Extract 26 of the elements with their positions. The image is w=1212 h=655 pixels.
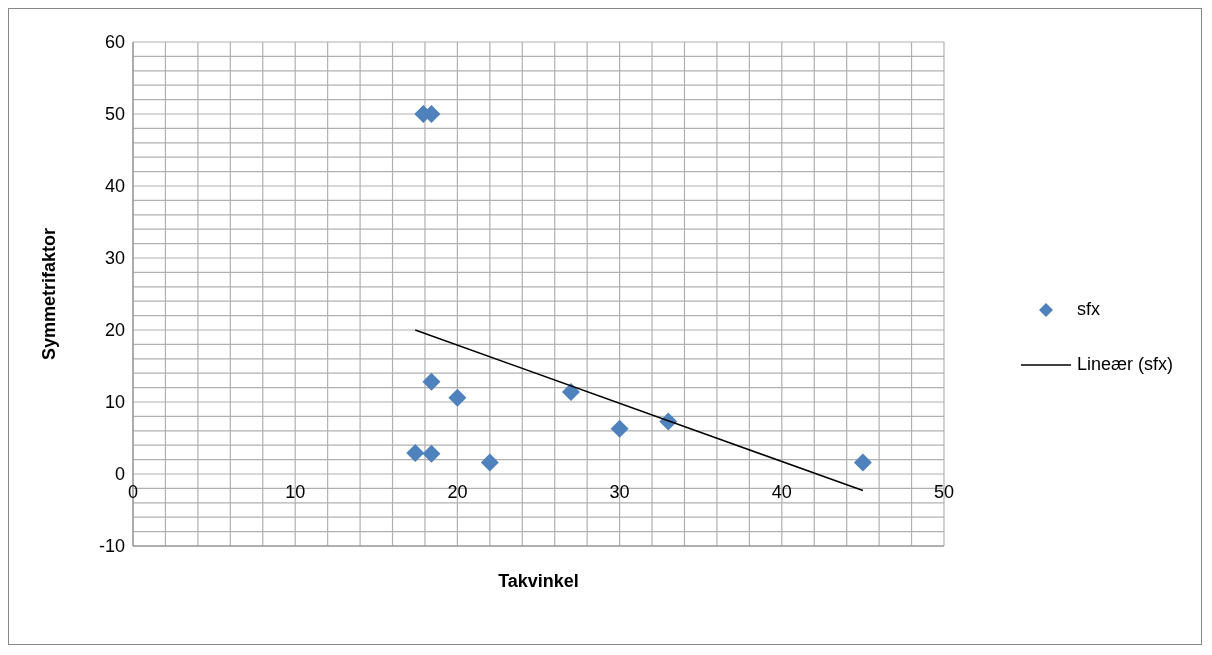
x-tick-label: 30	[609, 481, 630, 502]
y-tick-label: 0	[114, 464, 125, 485]
x-tick-label: 10	[285, 481, 306, 502]
y-tick-label: 60	[104, 32, 125, 53]
y-tick-label: 10	[104, 392, 125, 413]
y-tick-label: -10	[98, 536, 125, 557]
point	[480, 453, 499, 472]
point	[561, 382, 580, 401]
y-tick-label: 20	[104, 320, 125, 341]
x-tick-label: 50	[933, 481, 955, 502]
x-axis-title: Takvinkel	[498, 571, 579, 591]
y-tick-label: 40	[104, 176, 125, 197]
x-tick-label: 40	[771, 481, 792, 502]
point	[422, 372, 441, 391]
y-tick-label: 30	[104, 248, 125, 269]
point	[448, 388, 467, 407]
point	[853, 453, 872, 472]
point	[422, 444, 441, 463]
x-tick-label: 0	[127, 481, 139, 502]
point	[406, 444, 425, 463]
legend-label: Lineær (sfx)	[1077, 354, 1174, 375]
y-axis-title: Symmetrifaktor	[39, 227, 60, 361]
y-tick-label: 50	[104, 104, 125, 125]
legend-label: sfx	[1077, 299, 1101, 320]
x-tick-label: 20	[447, 481, 468, 502]
point	[610, 419, 629, 438]
